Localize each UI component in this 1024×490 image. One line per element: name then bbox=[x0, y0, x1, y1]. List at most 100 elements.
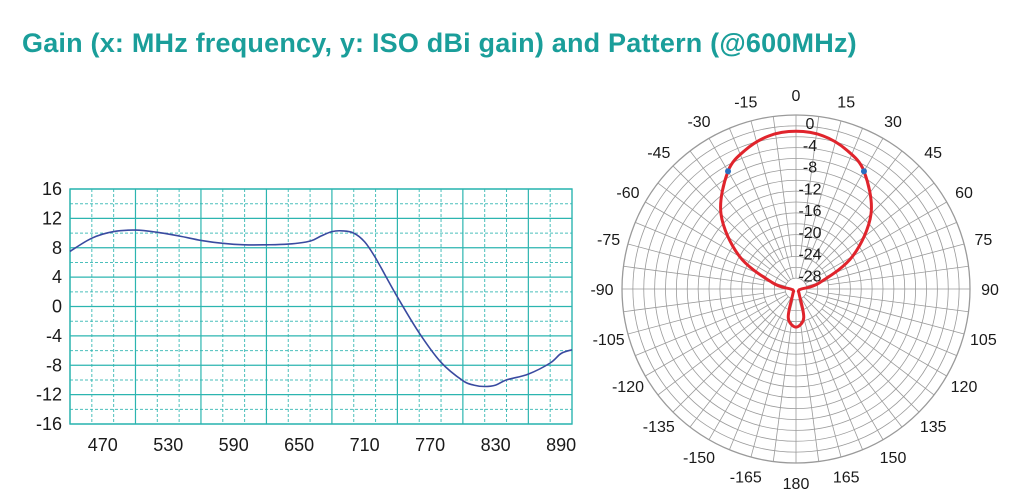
polar-spoke bbox=[825, 222, 957, 277]
polar-spoke bbox=[689, 150, 777, 264]
angle-tick-label: 30 bbox=[884, 114, 902, 131]
y-tick-label: 4 bbox=[52, 267, 62, 287]
x-tick-label: 830 bbox=[481, 435, 511, 455]
polar-spoke bbox=[635, 222, 767, 277]
polar-spoke bbox=[750, 299, 794, 458]
polar-spoke bbox=[808, 128, 863, 260]
polar-spoke bbox=[627, 243, 786, 287]
polar-spoke bbox=[708, 298, 791, 440]
polar-spoke bbox=[799, 321, 820, 462]
angle-tick-label: 120 bbox=[951, 379, 978, 396]
angle-tick-label: -150 bbox=[683, 450, 715, 467]
polar-spoke bbox=[672, 296, 789, 413]
polar-spoke bbox=[801, 138, 884, 280]
x-tick-label: 890 bbox=[546, 435, 576, 455]
angle-tick-label: 165 bbox=[833, 469, 860, 486]
radial-tick-label: -20 bbox=[798, 225, 821, 242]
polar-spoke bbox=[798, 299, 842, 458]
angle-tick-label: 180 bbox=[783, 476, 810, 490]
radial-tick-label: -4 bbox=[803, 138, 817, 155]
x-tick-label: 770 bbox=[415, 435, 445, 455]
angle-tick-label: -15 bbox=[734, 95, 757, 112]
polar-spoke bbox=[803, 296, 920, 413]
angle-tick-label: 90 bbox=[981, 282, 999, 299]
radial-tick-label: -8 bbox=[803, 160, 817, 177]
radial-tick-label: 0 bbox=[806, 116, 815, 133]
angle-tick-label: 60 bbox=[955, 185, 973, 202]
y-tick-label: 0 bbox=[52, 297, 62, 317]
y-tick-label: 8 bbox=[52, 238, 62, 258]
gain-chart: 16 12 8 4 0 -4 -8 -12 -16 470 530 590 650 710 770 830 89… bbox=[36, 179, 576, 455]
radial-tick-label: -24 bbox=[798, 247, 821, 264]
angle-tick-label: 105 bbox=[970, 332, 997, 349]
x-tick-label: 530 bbox=[153, 435, 183, 455]
polar-spoke bbox=[799, 116, 820, 257]
polar-spoke bbox=[828, 265, 969, 286]
x-tick-label: 470 bbox=[88, 435, 118, 455]
angle-tick-label: -105 bbox=[593, 332, 625, 349]
x-tick-label: 590 bbox=[219, 435, 249, 455]
polar-spoke bbox=[645, 201, 787, 284]
gain-series-line bbox=[69, 229, 573, 388]
y-tick-label: -4 bbox=[46, 326, 62, 346]
polar-spoke bbox=[803, 165, 920, 282]
angle-tick-label: 0 bbox=[792, 88, 801, 105]
polar-spoke bbox=[672, 165, 789, 282]
polar-spoke bbox=[772, 321, 793, 462]
radial-tick-label: -12 bbox=[798, 181, 821, 198]
angle-tick-label: -75 bbox=[597, 232, 620, 249]
page-title: Gain (x: MHz frequency, y: ISO dBi gain)… bbox=[22, 28, 857, 58]
pattern-chart: 0 153045607590105120135150165180-165-150-… bbox=[590, 88, 999, 490]
x-tick-label: 650 bbox=[284, 435, 314, 455]
y-tick-label: -16 bbox=[36, 414, 62, 434]
angle-tick-label: 15 bbox=[837, 95, 855, 112]
angle-tick-label: 150 bbox=[880, 450, 907, 467]
polar-spoke bbox=[750, 120, 794, 279]
polar-spoke bbox=[623, 265, 764, 286]
y-tick-label: -8 bbox=[46, 355, 62, 375]
polar-spoke bbox=[729, 128, 784, 260]
beamwidth-marker bbox=[860, 168, 867, 175]
radial-tick-label: -16 bbox=[798, 203, 821, 220]
angle-tick-label: -90 bbox=[590, 282, 613, 299]
polar-spoke bbox=[805, 201, 947, 284]
polar-spoke bbox=[623, 292, 764, 313]
y-tick-label: -12 bbox=[36, 385, 62, 405]
polar-spoke bbox=[821, 308, 935, 396]
polar-spoke bbox=[815, 314, 903, 428]
polar-spoke bbox=[808, 318, 863, 450]
radial-tick-label: -28 bbox=[798, 268, 821, 285]
polar-spoke bbox=[635, 301, 767, 356]
polar-spoke bbox=[627, 291, 786, 335]
angle-tick-label: -60 bbox=[616, 185, 639, 202]
polar-spoke bbox=[708, 138, 791, 280]
polar-spoke bbox=[828, 292, 969, 313]
pattern-series-line bbox=[719, 129, 873, 329]
angle-tick-label: 45 bbox=[924, 145, 942, 162]
polar-spoke bbox=[806, 243, 965, 287]
polar-spoke bbox=[689, 314, 777, 428]
polar-spoke bbox=[645, 294, 787, 377]
angle-tick-label: -135 bbox=[643, 419, 675, 436]
angle-tick-label: -30 bbox=[687, 114, 710, 131]
polar-spoke bbox=[798, 120, 842, 279]
polar-spoke bbox=[806, 291, 965, 335]
polar-spoke bbox=[657, 308, 771, 396]
angle-tick-label: 75 bbox=[974, 232, 992, 249]
angle-tick-label: -120 bbox=[612, 379, 644, 396]
polar-spoke bbox=[801, 298, 884, 440]
x-tick-label: 710 bbox=[350, 435, 380, 455]
polar-spoke bbox=[657, 182, 771, 270]
beamwidth-marker bbox=[725, 168, 732, 175]
y-tick-label: 12 bbox=[42, 208, 62, 228]
polar-spoke bbox=[729, 318, 784, 450]
angle-tick-label: 135 bbox=[920, 419, 947, 436]
polar-spoke bbox=[772, 116, 793, 257]
angle-tick-label: -45 bbox=[647, 145, 670, 162]
polar-spoke bbox=[825, 301, 957, 356]
angle-tick-label: -165 bbox=[730, 469, 762, 486]
polar-spoke bbox=[805, 294, 947, 377]
polar-spoke bbox=[821, 182, 935, 270]
polar-spoke bbox=[815, 150, 903, 264]
